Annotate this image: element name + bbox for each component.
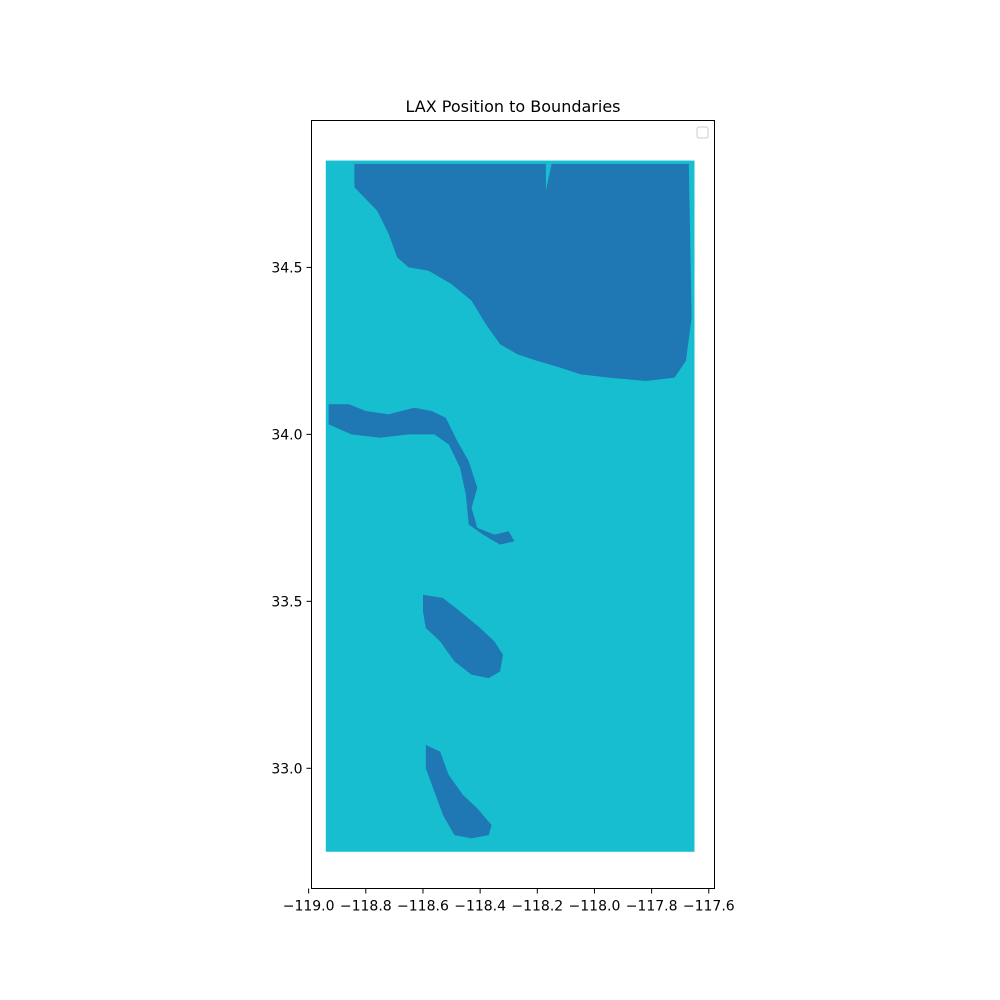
x-tick-label: −119.0	[283, 899, 335, 915]
x-tick-label: −118.0	[569, 899, 621, 915]
x-tick-label: −118.8	[340, 899, 392, 915]
x-tick-label: −117.6	[683, 899, 735, 915]
axes-frame	[311, 120, 715, 889]
chart-title: LAX Position to Boundaries	[405, 97, 620, 116]
x-axis: −119.0 −118.8 −118.6 −118.4 −118.2 −118.0 −117…	[283, 888, 735, 915]
y-tick-label: 33.0	[271, 761, 302, 777]
land-region-santa-catalina	[423, 594, 503, 679]
land-region-coast-west	[328, 404, 515, 545]
legend-box[interactable]	[696, 126, 709, 139]
y-tick-label: 34.0	[271, 427, 302, 443]
heatmap-plot	[325, 160, 695, 852]
y-tick-label: 33.5	[271, 594, 302, 610]
land-region-san-clemente	[425, 744, 492, 839]
x-tick-label: −118.4	[454, 899, 506, 915]
x-tick-label: −118.2	[511, 899, 563, 915]
y-tick-label: 34.5	[271, 260, 302, 276]
y-axis: 33.0 33.5 34.0 34.5	[271, 260, 312, 777]
x-tick-label: −118.6	[397, 899, 449, 915]
land-region-mainland-north	[354, 163, 692, 381]
x-tick-label: −117.8	[626, 899, 678, 915]
